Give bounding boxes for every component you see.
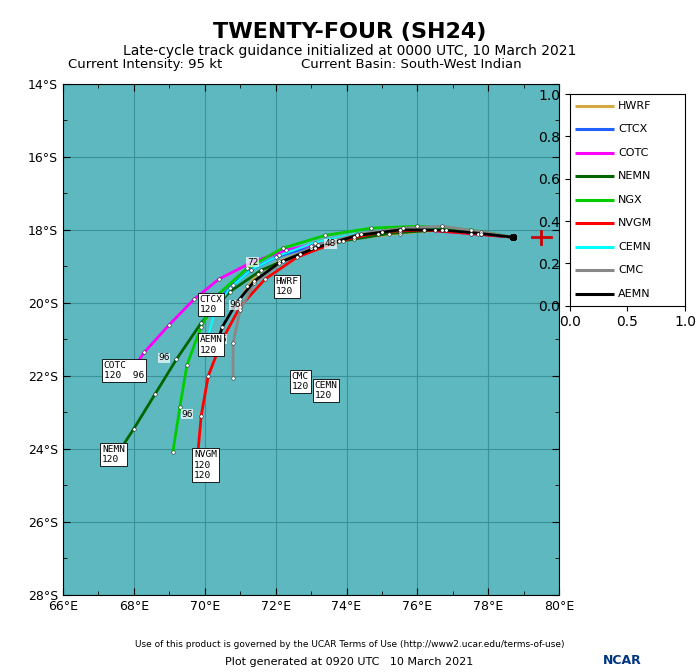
Text: 96: 96 — [158, 353, 170, 362]
Text: CTCX: CTCX — [618, 124, 647, 134]
Text: COTC
120  96: COTC 120 96 — [103, 361, 144, 380]
Text: 96: 96 — [215, 335, 226, 344]
Text: NGX: NGX — [618, 195, 643, 205]
Text: Plot generated at 0920 UTC   10 March 2021: Plot generated at 0920 UTC 10 March 2021 — [225, 657, 474, 667]
Text: Late-cycle track guidance initialized at 0000 UTC, 10 March 2021: Late-cycle track guidance initialized at… — [123, 44, 576, 58]
Text: Use of this product is governed by the UCAR Terms of Use (http://www2.ucar.edu/t: Use of this product is governed by the U… — [135, 640, 564, 648]
Text: HWRF
120: HWRF 120 — [275, 277, 298, 296]
Text: 48: 48 — [325, 239, 336, 248]
Text: COTC: COTC — [618, 148, 649, 158]
Text: CMC: CMC — [618, 265, 643, 276]
Text: AEMN
120: AEMN 120 — [199, 335, 222, 355]
Text: NVGM: NVGM — [618, 218, 652, 228]
Text: AEMN: AEMN — [618, 289, 651, 299]
Text: NEMN: NEMN — [618, 171, 651, 181]
Text: CMC
120: CMC 120 — [291, 372, 309, 391]
Text: 72: 72 — [247, 257, 258, 267]
Text: NEMN
120: NEMN 120 — [102, 445, 125, 464]
Text: NCAR: NCAR — [603, 654, 642, 667]
Text: Current Intensity: 95 kt: Current Intensity: 95 kt — [68, 58, 222, 71]
Text: 96: 96 — [181, 410, 193, 419]
Text: CTCX
120: CTCX 120 — [199, 295, 222, 314]
Text: TWENTY-FOUR (SH24): TWENTY-FOUR (SH24) — [212, 22, 487, 42]
Text: CEMN
120: CEMN 120 — [315, 381, 338, 400]
Text: Current Basin: South-West Indian: Current Basin: South-West Indian — [301, 58, 521, 71]
Text: NVGM
120
120: NVGM 120 120 — [194, 450, 217, 480]
Text: HWRF: HWRF — [618, 101, 651, 111]
Text: CEMN: CEMN — [618, 242, 651, 252]
Text: 96: 96 — [229, 300, 240, 309]
